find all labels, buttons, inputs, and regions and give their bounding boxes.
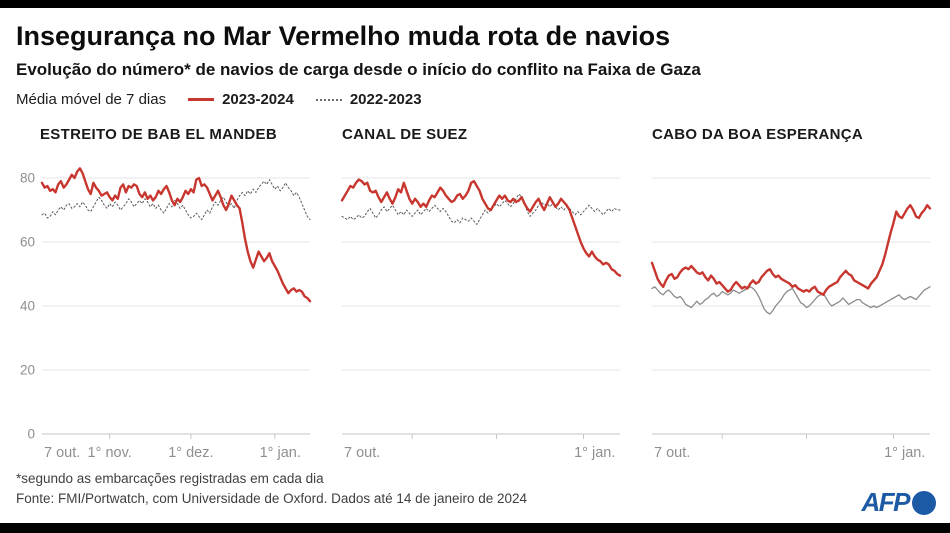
footnote: *segundo as embarcações registradas em c… [16, 471, 324, 487]
gray-dotted-line-swatch-icon [315, 98, 342, 101]
chart-title: CANAL DE SUEZ [342, 126, 468, 144]
chart-canvas-suez-canal: 7 out. 1° jan. [340, 177, 622, 461]
svg-text:60: 60 [20, 235, 35, 250]
chart-bab-el-mandeb: ESTREITO DE BAB EL MANDEB 0 20 40 60 80 7 out… [12, 126, 324, 464]
svg-text:20: 20 [20, 363, 35, 378]
svg-text:0: 0 [27, 427, 35, 442]
page-title: Insegurança no Mar Vermelho muda rota de… [16, 21, 671, 51]
svg-text:80: 80 [20, 171, 35, 186]
svg-text:1° jan.: 1° jan. [260, 445, 301, 461]
svg-text:1° nov.: 1° nov. [88, 445, 132, 461]
legend-label: Média móvel de 7 dias [16, 91, 167, 109]
footer: *segundo as embarcações registradas em c… [0, 464, 950, 506]
legend-item-2022-2023: 2022-2023 [315, 91, 422, 109]
chart-cape-of-good-hope: CABO DA BOA ESPERANÇA 7 out. 1° jan. [642, 126, 944, 464]
legend-item-2023-2024: 2023-2024 [188, 91, 294, 108]
page-subtitle: Evolução do número* de navios de carga d… [16, 60, 701, 80]
chart-title: ESTREITO DE BAB EL MANDEB [40, 126, 277, 144]
svg-text:7 out.: 7 out. [44, 445, 80, 461]
top-black-bar [0, 0, 950, 8]
source-line: Fonte: FMI/Portwatch, com Universidade d… [16, 491, 528, 507]
legend-item-label: 2023-2024 [222, 91, 294, 109]
afp-logo: AFP [861, 487, 936, 518]
charts-row: ESTREITO DE BAB EL MANDEB 0 20 40 60 80 7 out… [0, 126, 950, 464]
bottom-black-bar [0, 523, 950, 533]
red-line-swatch-icon [188, 98, 215, 102]
svg-text:40: 40 [20, 299, 35, 314]
svg-text:1° jan.: 1° jan. [574, 445, 615, 461]
svg-text:7 out.: 7 out. [654, 445, 690, 461]
chart-canvas-cape-of-good-hope: 7 out. 1° jan. [650, 177, 932, 461]
afp-logo-circle-icon [912, 490, 936, 515]
header: Insegurança no Mar Vermelho muda rota de… [0, 8, 950, 108]
legend-item-label: 2022-2023 [349, 91, 422, 109]
svg-text:1° dez.: 1° dez. [168, 445, 213, 461]
chart-title: CABO DA BOA ESPERANÇA [652, 126, 864, 144]
legend: Média móvel de 7 dias 2023-2024 2022-202… [16, 91, 934, 108]
svg-text:7 out.: 7 out. [344, 445, 380, 461]
svg-text:1° jan.: 1° jan. [884, 445, 925, 461]
afp-logo-text: AFP [861, 487, 911, 517]
chart-canvas-bab-el-mandeb: 0 20 40 60 80 7 out. 1° nov. 1° dez. 1° jan. [20, 167, 312, 461]
chart-suez-canal: CANAL DE SUEZ 7 out. 1° jan. [332, 126, 634, 464]
